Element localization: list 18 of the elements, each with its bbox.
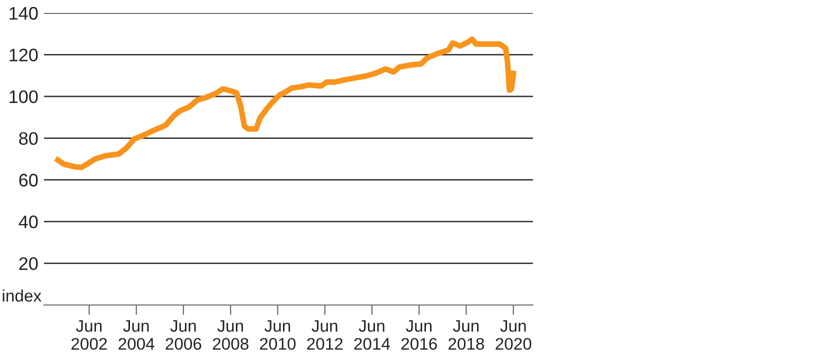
x-tick-label: Jun 2018 <box>448 320 484 350</box>
x-tick-label: Jun 2014 <box>354 320 390 350</box>
x-tick-label: Jun 2012 <box>307 320 343 350</box>
y-tick-label: 60 <box>19 174 38 187</box>
x-tick-label: Jun 2002 <box>71 320 107 350</box>
y-tick-label: 120 <box>10 48 38 62</box>
y-tick-label: 40 <box>18 216 38 228</box>
y-axis-title: index <box>2 289 42 302</box>
y-tick-label: 80 <box>19 132 38 145</box>
y-tick-label: 140 <box>10 6 38 20</box>
x-tick-label: Jun 2020 <box>496 320 532 350</box>
y-tick-label: 20 <box>19 257 38 270</box>
x-tick-label: Jun 2016 <box>401 320 437 350</box>
x-tick-label: Jun 2004 <box>118 320 154 350</box>
x-tick-label: Jun 2008 <box>212 320 248 350</box>
x-tick-label: Jun 2010 <box>260 320 296 350</box>
y-tick-label: 100 <box>10 90 38 104</box>
x-tick-label: Jun 2006 <box>166 320 202 350</box>
